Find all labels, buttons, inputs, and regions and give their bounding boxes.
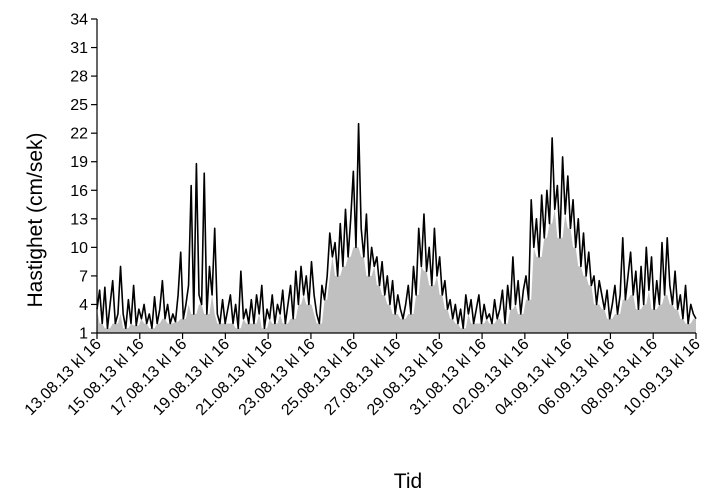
plot-area	[96, 122, 697, 333]
y-tick-label: 34	[70, 12, 88, 29]
y-tick-label: 13	[70, 211, 88, 228]
x-tick-label: 06.09.13 kl 16	[535, 336, 618, 419]
x-tick-label: 15.08.13 kl 16	[65, 336, 148, 419]
x-tick-label: 10.09.13 kl 16	[621, 336, 704, 419]
x-tick-label: 29.08.13 kl 16	[364, 336, 447, 419]
y-tick-label: 28	[70, 69, 88, 86]
y-tick-label: 19	[70, 154, 88, 171]
x-tick-label: 31.08.13 kl 16	[407, 336, 490, 419]
x-tick-label: 13.08.13 kl 16	[22, 336, 105, 419]
x-tick-label: 25.08.13 kl 16	[278, 336, 361, 419]
x-tick-label: 27.08.13 kl 16	[321, 336, 404, 419]
y-tick-label: 7	[79, 268, 88, 285]
x-tick-label: 04.09.13 kl 16	[492, 336, 575, 419]
y-tick-label: 1	[79, 326, 88, 343]
y-tick-label: 4	[79, 297, 88, 314]
y-tick-label: 16	[70, 183, 88, 200]
y-axis-title: Hastighet (cm/sek)	[24, 132, 47, 307]
x-tick-label: 23.08.13 kl 16	[236, 336, 319, 419]
x-axis-title: Tid	[394, 470, 422, 493]
x-tick-label: 02.09.13 kl 16	[450, 336, 533, 419]
x-tick-label: 17.08.13 kl 16	[107, 336, 190, 419]
series-area-fill	[97, 209, 696, 333]
y-tick-label: 22	[70, 126, 88, 143]
y-tick-label: 10	[70, 240, 88, 257]
x-tick-label: 19.08.13 kl 16	[150, 336, 233, 419]
series-line	[96, 122, 697, 330]
y-tick-label: 25	[70, 97, 88, 114]
x-tick-label: 21.08.13 kl 16	[193, 336, 276, 419]
y-tick-label: 31	[70, 40, 88, 57]
y-ticks: 1 4 7 10 13 16 19 22 25 28 31 34	[70, 12, 97, 343]
x-tick-label: 08.09.13 kl 16	[578, 336, 661, 419]
